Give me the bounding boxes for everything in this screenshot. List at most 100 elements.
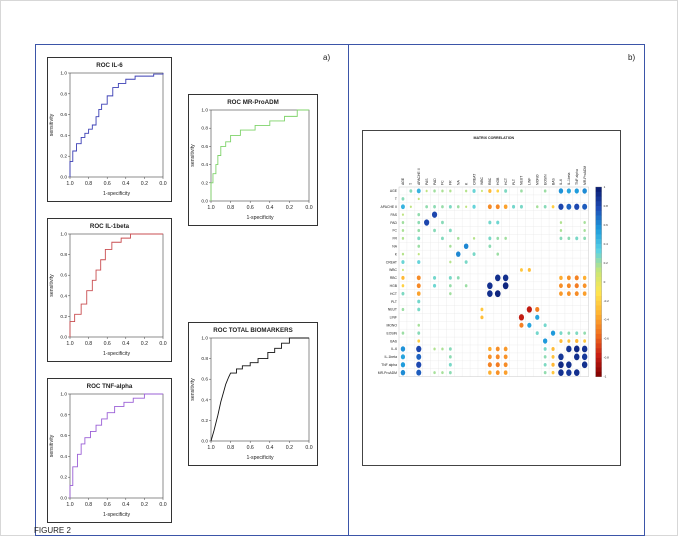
correlation-circle: [441, 189, 444, 193]
correlation-circle: [488, 188, 492, 193]
colorbar-tick-label: -0.8: [604, 356, 610, 360]
col-label: CREAT: [472, 174, 476, 185]
col-label: PLT: [512, 179, 516, 185]
correlation-circle: [581, 345, 588, 353]
correlation-circle: [496, 189, 500, 193]
correlation-circle: [441, 371, 444, 375]
y-tick-label: 0.0: [60, 496, 67, 502]
row-label: CREAT: [386, 260, 397, 264]
correlation-circle: [472, 204, 476, 209]
x-tick-label: 1.0: [66, 341, 73, 347]
correlation-circle: [417, 307, 421, 312]
y-tick-label: 0.2: [60, 154, 67, 160]
row-label: RBC: [390, 276, 398, 280]
y-tick-label: 0.8: [60, 252, 67, 258]
correlation-circle: [496, 252, 500, 256]
correlation-circle: [417, 236, 421, 241]
correlation-circle: [400, 369, 406, 376]
x-axis-label: 1-specificity: [103, 512, 131, 518]
correlation-circle: [448, 355, 452, 359]
x-tick-label: 0.4: [266, 205, 273, 211]
colorbar-tick-label: 0.8: [604, 204, 609, 208]
correlation-circle: [441, 220, 444, 225]
correlation-circle: [542, 338, 548, 344]
correlation-circle: [566, 188, 571, 194]
row-label: T: [395, 197, 397, 201]
colorbar-tick-label: 0.2: [604, 261, 609, 265]
colorbar-segment: [595, 310, 602, 316]
correlation-circle: [449, 189, 452, 193]
correlation-circle: [503, 204, 508, 209]
colorbar-tick-label: 0: [604, 280, 606, 284]
x-tick-label: 0.0: [305, 445, 312, 451]
correlation-circle: [581, 361, 588, 369]
x-tick-label: 0.8: [227, 205, 234, 211]
colorbar-segment: [595, 248, 602, 254]
correlation-circle: [417, 252, 420, 256]
correlation-circle: [449, 284, 452, 288]
x-tick-label: 0.0: [305, 205, 312, 211]
x-tick-label: 0.2: [286, 205, 293, 211]
plot-area: [210, 109, 310, 202]
col-label: PAD: [433, 178, 437, 185]
x-tick-label: 0.2: [286, 445, 293, 451]
correlation-circle: [574, 188, 579, 194]
row-label: BAS: [390, 339, 398, 343]
correlation-circle: [409, 205, 412, 209]
correlation-circle: [417, 339, 421, 343]
colorbar-segment: [595, 239, 602, 245]
correlation-circle: [566, 275, 571, 281]
correlation-circle: [441, 205, 444, 209]
y-tick-label: 0.6: [60, 273, 67, 279]
roc-total-biomarkers-chart: ROC TOTAL BIOMARKERS 1.0 0.8 0.6 0.4 0.2 0.0 0.…: [188, 322, 318, 466]
correlation-circle: [543, 323, 547, 328]
y-axis-label: sensitivity: [190, 378, 196, 401]
correlation-circle: [401, 275, 405, 280]
row-label: WBC: [389, 268, 397, 272]
correlation-circle: [416, 291, 421, 296]
x-tick-label: 0.4: [122, 502, 129, 508]
x-tick-label: 1.0: [66, 181, 73, 187]
col-label: APACHE II: [417, 168, 421, 185]
col-label: T: [409, 183, 413, 185]
colorbar-segment: [595, 187, 602, 193]
correlation-circle: [433, 347, 436, 351]
x-tick-label: 0.4: [122, 181, 129, 187]
correlation-circle: [463, 243, 469, 250]
correlation-circle: [433, 228, 436, 233]
colorbar-segment: [595, 291, 602, 297]
y-tick-label: 0.6: [201, 144, 208, 150]
correlation-circle: [503, 362, 508, 368]
colorbar-segment: [595, 253, 602, 259]
correlation-circle: [417, 220, 421, 225]
y-tick-label: 0.6: [201, 377, 208, 383]
y-tick-label: 0.4: [201, 162, 208, 168]
y-axis-label: sensitivity: [49, 113, 55, 136]
col-label: HGB: [496, 177, 500, 185]
correlation-circle: [559, 275, 563, 280]
correlation-circle: [503, 370, 508, 375]
colorbar-segment: [595, 305, 602, 311]
correlation-circle: [496, 236, 500, 240]
row-label: HCT: [390, 292, 397, 296]
row-label: PAS: [390, 213, 397, 217]
colorbar-border: [595, 186, 602, 377]
correlation-circle: [543, 189, 547, 193]
roc-svg: ROC TOTAL BIOMARKERS 1.0 0.8 0.6 0.4 0.2 0.0 0.…: [190, 327, 313, 461]
correlation-circle: [575, 236, 579, 241]
correlation-circle: [401, 331, 405, 335]
correlation-circle: [518, 314, 525, 321]
correlation-circle: [400, 354, 406, 360]
correlation-circle: [535, 314, 540, 320]
correlation-circle: [582, 188, 587, 194]
colorbar-segment: [595, 324, 602, 330]
roc-il6-chart: ROC IL-6 1.0 0.8 0.6 0.4 0.2 0.0 0.0 0.2 0.4 0.6 0.…: [47, 57, 172, 202]
correlation-circle: [487, 282, 493, 290]
correlation-circle: [448, 276, 452, 280]
correlation-circle: [417, 299, 421, 304]
col-label: EOSIN: [543, 174, 547, 185]
colorbar-tick-label: 1: [604, 185, 606, 189]
colorbar-tick-label: 0.4: [604, 242, 609, 246]
row-label: PAD: [390, 221, 397, 225]
